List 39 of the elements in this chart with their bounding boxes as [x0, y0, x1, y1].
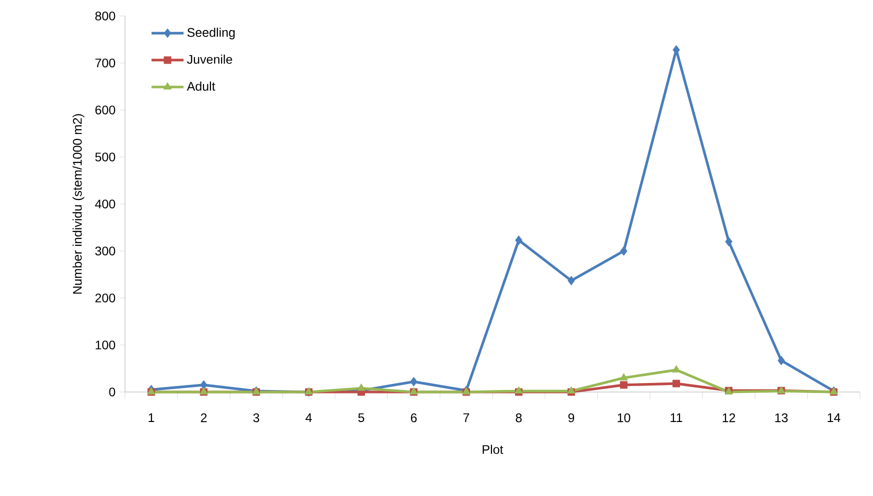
point [568, 276, 575, 286]
y-tick-label: 700 [95, 58, 116, 68]
legend-label: Adult [186, 82, 216, 91]
x-tick-label: 1 [148, 413, 154, 422]
x-tick-label: 6 [410, 413, 417, 422]
x-tick-label: 9 [568, 413, 574, 422]
point [672, 380, 680, 388]
point [200, 380, 208, 390]
y-tick-label: 200 [95, 294, 116, 302]
x-tick-label: 5 [358, 413, 364, 422]
y-tick-label: 300 [95, 246, 116, 256]
y-tick-label: 500 [95, 152, 116, 162]
y-axis-title: Number individu (stem/1000 m2) [72, 114, 84, 294]
y-tick-label: 400 [95, 200, 116, 208]
point [357, 383, 366, 391]
x-tick-label: 14 [828, 413, 840, 422]
point [778, 356, 785, 366]
x-tick-label: 11 [670, 413, 682, 422]
x-tick-label: 8 [516, 413, 522, 422]
x-tick-label: 10 [618, 413, 630, 422]
x-tick-label: 12 [722, 413, 736, 422]
point [410, 376, 418, 386]
legend-label: Seedling [187, 28, 235, 40]
point [620, 373, 628, 380]
x-tick-label: 4 [306, 413, 312, 422]
x-tick-label: 7 [463, 413, 470, 422]
y-tick-label: 0 [109, 388, 116, 396]
y-tick-label: 100 [96, 340, 116, 350]
x-tick-label: 3 [253, 413, 260, 422]
y-tick-label: 800 [95, 12, 116, 20]
x-tick-label: 13 [775, 413, 788, 422]
x-axis-title: Plot [482, 444, 504, 454]
point [620, 246, 628, 256]
point [725, 236, 732, 246]
y-tick-label: 600 [95, 106, 116, 114]
point [515, 235, 522, 245]
x-tick-label: 2 [200, 413, 207, 422]
point [620, 381, 628, 389]
legend-label: Juvenile [187, 54, 232, 64]
